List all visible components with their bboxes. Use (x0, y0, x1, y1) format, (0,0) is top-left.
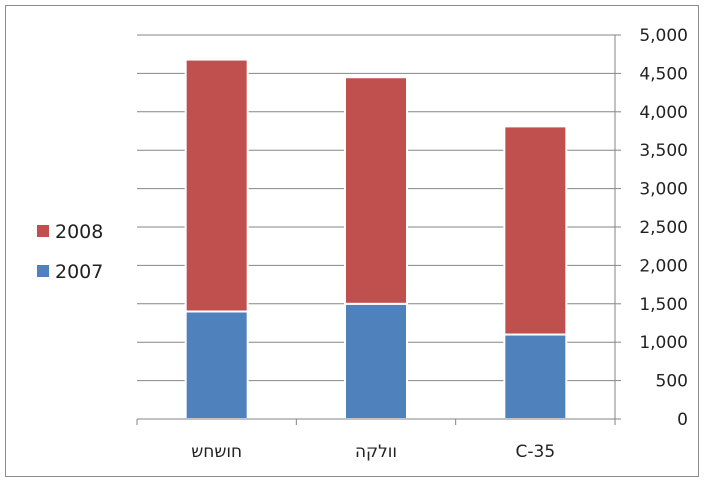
axes: 0 500 1,000 1,500 2,000 2,500 3,000 3,500 4,000 4… (136, 26, 688, 462)
legend: 2008 2007 (37, 221, 103, 283)
x-category-label: וולקה (355, 442, 397, 462)
y-tick-label: 1,000 (639, 333, 688, 353)
y-tick-label: 4,000 (639, 103, 688, 123)
y-tick-label: 500 (656, 372, 688, 392)
x-category-label: C-35 (516, 442, 556, 462)
legend-label-2008: 2008 (55, 221, 103, 243)
bars (184, 58, 568, 421)
y-tick-label: 3,500 (639, 141, 688, 161)
bar-2007-2 (503, 333, 568, 420)
legend-swatch-2007 (37, 265, 49, 277)
bar-2008-0 (184, 58, 249, 313)
y-tick-label: 1,500 (639, 295, 688, 315)
legend-swatch-2008 (37, 225, 49, 237)
y-tick-label: 0 (677, 410, 688, 430)
x-category-label: חושחש (191, 442, 242, 462)
bar-2007-0 (184, 310, 249, 421)
y-tick-label: 5,000 (639, 26, 688, 46)
bar-2008-2 (503, 125, 568, 336)
bar-2008-1 (344, 76, 408, 305)
y-tick-label: 2,000 (639, 256, 688, 276)
y-tick-label: 4,500 (639, 64, 688, 84)
y-tick-label: 3,000 (639, 180, 688, 200)
legend-label-2007: 2007 (55, 261, 103, 283)
bar-2007-1 (344, 302, 408, 420)
y-tick-label: 2,500 (639, 218, 688, 238)
